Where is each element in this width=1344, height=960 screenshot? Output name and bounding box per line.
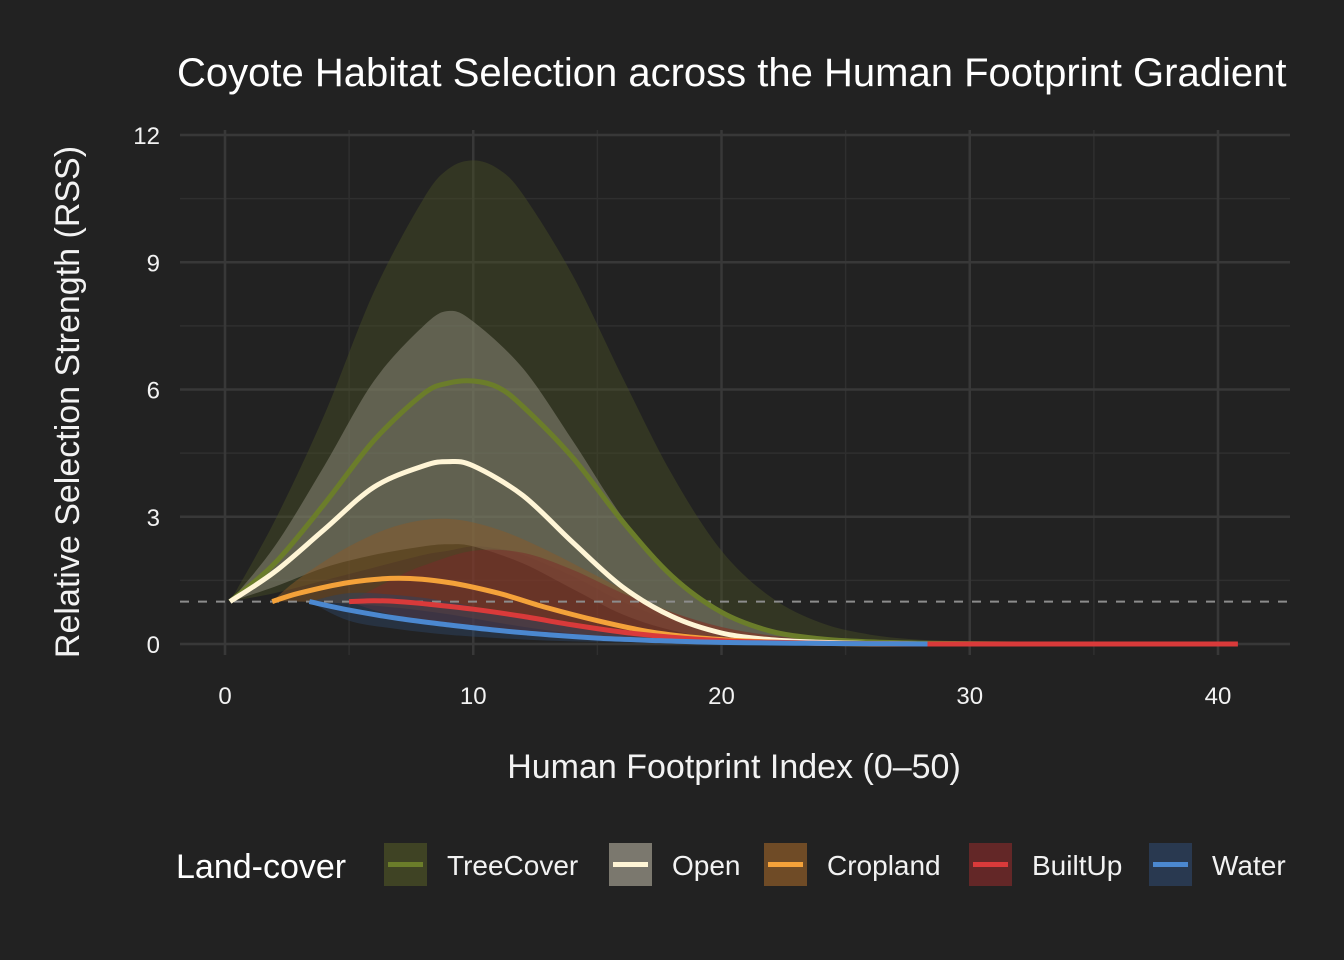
ribbon-builtup xyxy=(349,549,1238,645)
legend-label-treecover: TreeCover xyxy=(447,850,578,881)
ribbon-open xyxy=(230,310,921,645)
tick-labels: 0 10 20 30 40 0 3 6 9 12 xyxy=(133,123,1231,710)
series-lines xyxy=(228,378,1238,647)
legend-label-cropland: Cropland xyxy=(827,850,941,881)
y-tick-label: 3 xyxy=(147,505,160,532)
legend: Land-cover TreeCover Open Cropland BuiltUp W… xyxy=(176,843,1286,886)
chart-title: Coyote Habitat Selection across the Huma… xyxy=(177,51,1286,95)
y-tick-label: 0 xyxy=(147,632,160,659)
legend-label-builtup: BuiltUp xyxy=(1032,850,1122,881)
y-tick-label: 9 xyxy=(147,250,160,277)
confidence-ribbons xyxy=(230,160,1238,645)
legend-title: Land-cover xyxy=(176,848,346,886)
x-tick-label: 40 xyxy=(1205,683,1232,710)
x-tick-label: 30 xyxy=(956,683,983,710)
legend-label-water: Water xyxy=(1212,850,1286,881)
legend-label-open: Open xyxy=(672,850,741,881)
line-water xyxy=(308,599,928,647)
y-tick-label: 12 xyxy=(133,123,160,150)
x-tick-label: 20 xyxy=(708,683,735,710)
y-tick-label: 6 xyxy=(147,378,160,405)
x-tick-label: 10 xyxy=(460,683,487,710)
line-builtup xyxy=(348,598,1238,647)
x-axis-title: Human Footprint Index (0–50) xyxy=(507,748,961,786)
x-tick-label: 0 xyxy=(218,683,231,710)
y-axis-title: Relative Selection Strength (RSS) xyxy=(49,146,87,658)
